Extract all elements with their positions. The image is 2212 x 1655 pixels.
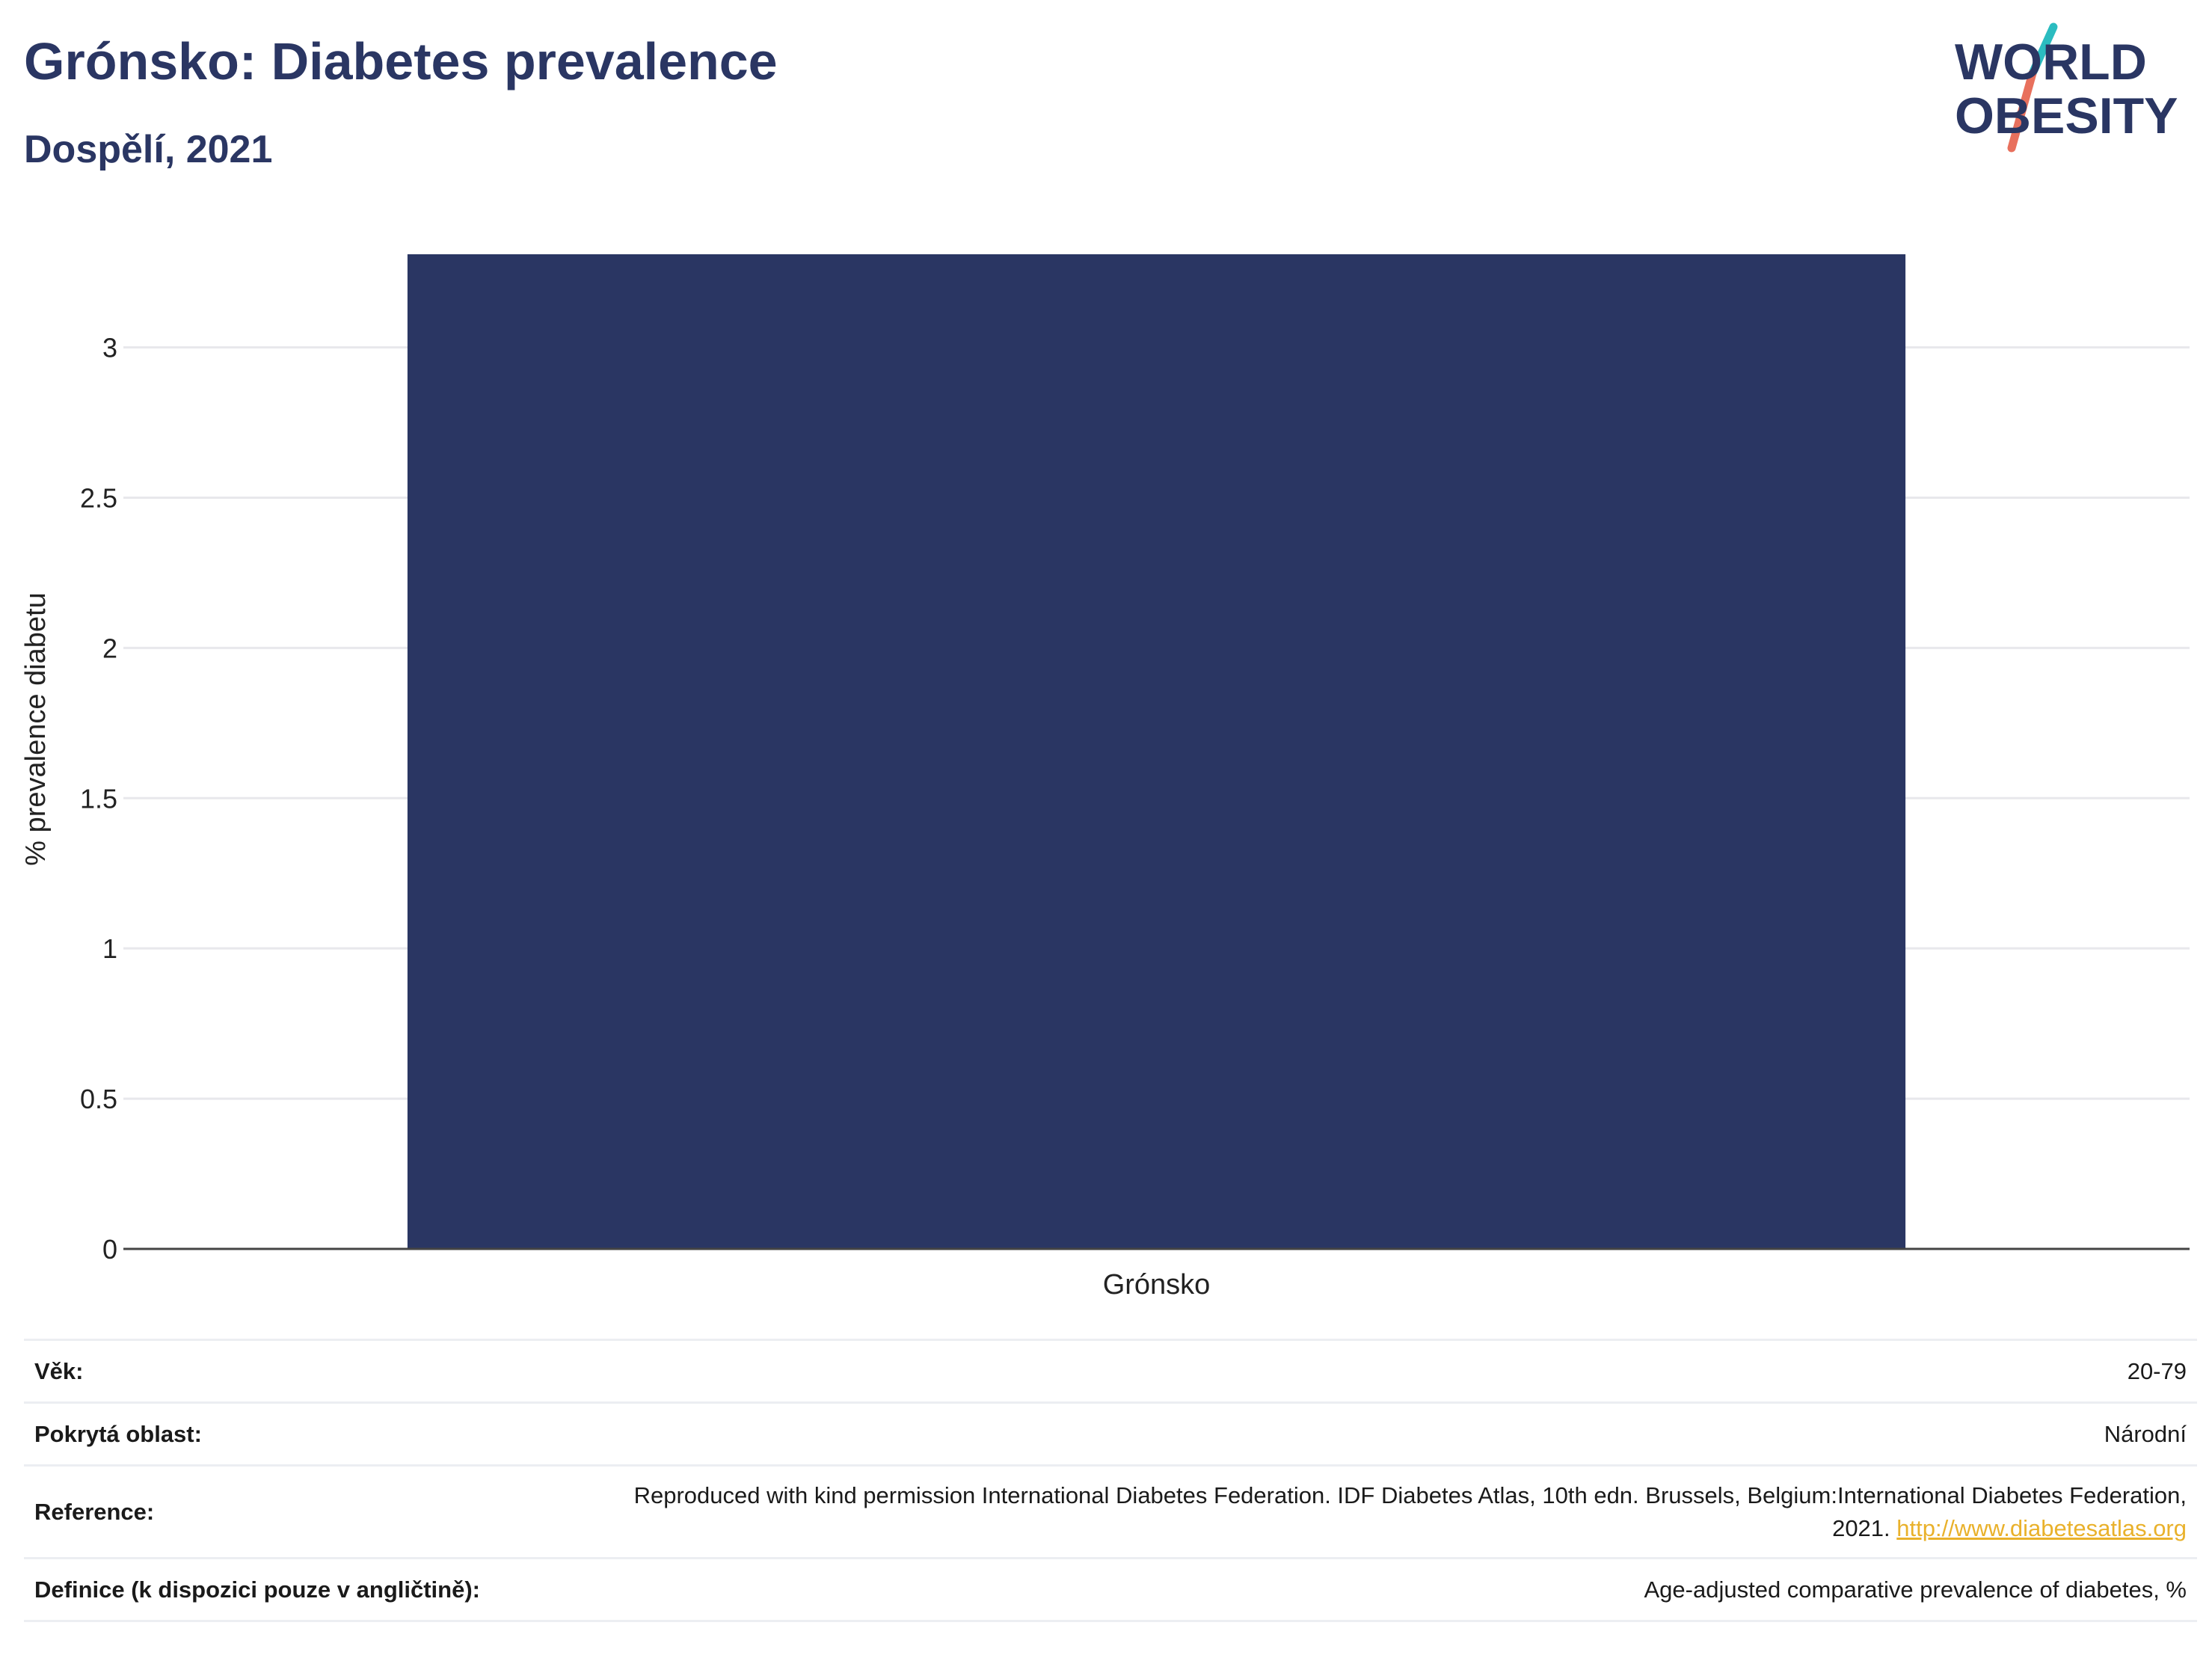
info-value: Reproduced with kind permission Internat… bbox=[633, 1481, 2187, 1541]
y-tick-label: 2 bbox=[102, 633, 117, 663]
info-row: Pokrytá oblast: Národní bbox=[24, 1402, 2197, 1466]
info-row: Věk: 20-79 bbox=[24, 1339, 2197, 1403]
logo-slash-top bbox=[2028, 22, 2058, 78]
tick-labels: 0 0.5 1 1.5 2 2.5 3 Grónsko bbox=[80, 333, 1210, 1301]
bars bbox=[407, 254, 1906, 1249]
info-label: Věk: bbox=[34, 1357, 84, 1384]
info-value: Age-adjusted comparative prevalence of d… bbox=[1644, 1576, 2187, 1603]
y-tick-label: 1 bbox=[102, 933, 117, 964]
info-value: 20-79 bbox=[2127, 1357, 2187, 1384]
info-label: Definice (k dispozici pouze v angličtině… bbox=[34, 1576, 480, 1603]
chart-subtitle: Dospělí, 2021 bbox=[24, 128, 273, 171]
y-tick-label: 3 bbox=[102, 333, 117, 363]
logo-slash-bottom bbox=[2007, 69, 2037, 153]
chart-title: Grónsko: Diabetes prevalence bbox=[24, 32, 778, 90]
info-label: Pokrytá oblast: bbox=[34, 1420, 202, 1447]
world-obesity-logo: WORLD OBESITY bbox=[1955, 22, 2178, 153]
logo-text-obesity: OBESITY bbox=[1955, 87, 2178, 144]
y-axis-label: % prevalence diabetu bbox=[20, 592, 52, 865]
bar bbox=[407, 254, 1906, 1249]
logo-text-world: WORLD bbox=[1955, 34, 2147, 90]
y-tick-label: 1.5 bbox=[80, 783, 117, 814]
x-tick-label: Grónsko bbox=[1103, 1269, 1211, 1301]
y-tick-label: 2.5 bbox=[80, 482, 117, 513]
y-tick-label: 0 bbox=[102, 1234, 117, 1265]
y-tick-label: 0.5 bbox=[80, 1084, 117, 1114]
info-row: Reference: Reproduced with kind permissio… bbox=[24, 1465, 2197, 1559]
bar-chart: 0 0.5 1 1.5 2 2.5 3 Grónsko % prevalence diabet… bbox=[20, 254, 2190, 1301]
info-label: Reference: bbox=[34, 1498, 155, 1525]
info-row: Definice (k dispozici pouze v angličtině… bbox=[24, 1558, 2197, 1621]
info-value: Národní bbox=[2104, 1420, 2187, 1447]
info-table: Věk: 20-79 Pokrytá oblast: Národní Reference… bbox=[24, 1339, 2197, 1622]
reference-link[interactable]: http://www.diabetesatlas.org bbox=[1896, 1514, 2187, 1541]
